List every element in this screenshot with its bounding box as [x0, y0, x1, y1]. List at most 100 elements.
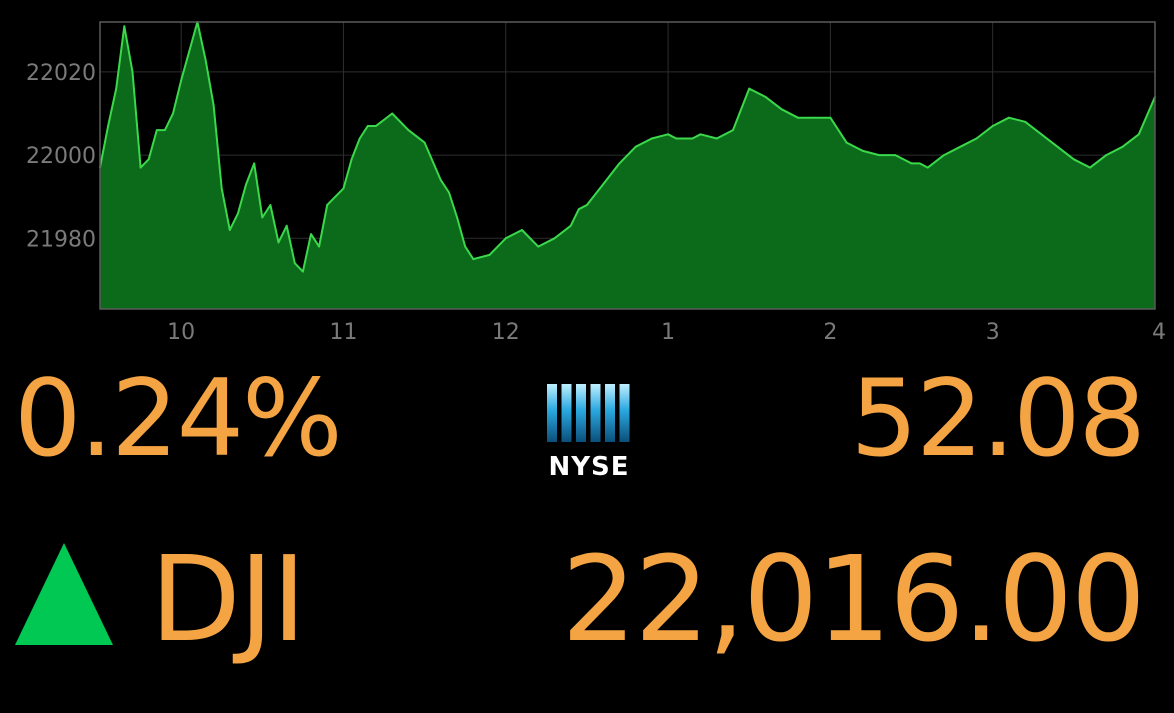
data-point — [829, 116, 832, 119]
percent-change: 0.24% — [14, 357, 343, 480]
point-change: 52.08 — [850, 357, 1146, 480]
data-point — [1024, 120, 1027, 123]
data-point — [918, 162, 921, 165]
logo-bar — [576, 384, 586, 442]
data-point — [910, 162, 913, 165]
data-point — [1089, 166, 1091, 169]
data-point — [123, 25, 126, 28]
index-price: 22,016.00 — [561, 530, 1146, 668]
data-point — [350, 158, 353, 161]
x-tick-label: 12 — [492, 320, 520, 345]
data-point — [293, 262, 296, 265]
data-point — [1072, 158, 1075, 161]
data-point — [1040, 133, 1043, 136]
chart-frame — [99, 21, 1156, 310]
data-point — [959, 145, 962, 148]
data-point — [172, 112, 174, 115]
plot-border — [99, 21, 1156, 310]
data-point — [748, 87, 751, 90]
x-tick-label: 4 — [1152, 320, 1166, 345]
data-point — [131, 71, 134, 73]
logo-bar — [561, 384, 572, 442]
data-point — [894, 154, 897, 157]
data-point — [926, 166, 929, 169]
y-axis-ticks: 21980 22000 22020 — [26, 61, 96, 252]
data-point — [164, 129, 166, 132]
series-area-fill — [100, 22, 1155, 309]
logo-bar — [590, 384, 601, 442]
data-point — [878, 154, 880, 157]
data-point — [618, 162, 621, 165]
data-point — [650, 137, 653, 140]
triangle-up-icon — [15, 543, 113, 645]
data-point — [139, 166, 142, 169]
data-point — [699, 133, 702, 136]
data-point — [456, 216, 458, 219]
nyse-bars-icon — [547, 384, 630, 442]
data-point — [301, 270, 304, 273]
ticker-symbol: DJI — [150, 530, 306, 668]
data-point — [358, 137, 361, 140]
data-point — [448, 191, 450, 194]
y-tick-label: 21980 — [26, 227, 96, 252]
data-point — [464, 245, 467, 248]
data-point — [813, 116, 816, 119]
y-tick-label: 22020 — [26, 61, 96, 86]
data-point — [188, 50, 191, 53]
data-point — [155, 129, 158, 132]
data-point — [147, 158, 150, 161]
data-point — [780, 108, 783, 111]
data-point — [269, 204, 272, 206]
data-point — [504, 237, 507, 240]
data-point — [472, 258, 475, 260]
data-point — [375, 125, 377, 127]
data-point — [991, 125, 994, 127]
data-point — [634, 145, 637, 148]
data-point — [285, 224, 288, 227]
nyse-logo-text: NYSE — [548, 452, 630, 482]
data-point — [439, 179, 442, 181]
data-point — [577, 208, 580, 211]
data-point — [1056, 145, 1059, 148]
data-point — [212, 104, 215, 107]
data-point — [797, 116, 799, 119]
data-point — [602, 183, 605, 186]
data-point — [261, 216, 264, 219]
data-point — [237, 212, 239, 215]
chart-area-series — [99, 21, 1156, 309]
data-point — [691, 137, 694, 140]
logo-bar — [605, 384, 615, 442]
data-point — [861, 150, 864, 152]
data-point — [318, 245, 321, 248]
x-tick-label: 2 — [823, 320, 837, 345]
data-point — [180, 79, 183, 82]
data-point — [1121, 145, 1124, 148]
data-point — [326, 204, 329, 206]
data-point — [107, 125, 110, 127]
data-point — [423, 141, 426, 144]
data-point — [845, 141, 848, 144]
data-point — [553, 237, 556, 240]
data-point — [342, 187, 345, 190]
logo-bar — [619, 384, 630, 442]
data-point — [943, 154, 945, 157]
data-point — [407, 129, 410, 132]
data-point — [228, 229, 231, 231]
data-point — [1008, 116, 1010, 119]
nyse-logo: NYSE — [543, 382, 635, 482]
data-point — [366, 125, 369, 127]
data-point — [334, 195, 337, 198]
data-point — [683, 137, 686, 140]
data-point — [245, 183, 247, 186]
data-point — [732, 129, 734, 132]
data-point — [667, 133, 669, 136]
data-point — [253, 162, 256, 165]
data-point — [675, 137, 678, 140]
data-point — [715, 137, 718, 140]
data-point — [764, 95, 767, 98]
x-tick-label: 11 — [329, 320, 357, 345]
data-point — [488, 254, 491, 256]
data-point — [204, 58, 207, 61]
data-point — [586, 204, 588, 206]
